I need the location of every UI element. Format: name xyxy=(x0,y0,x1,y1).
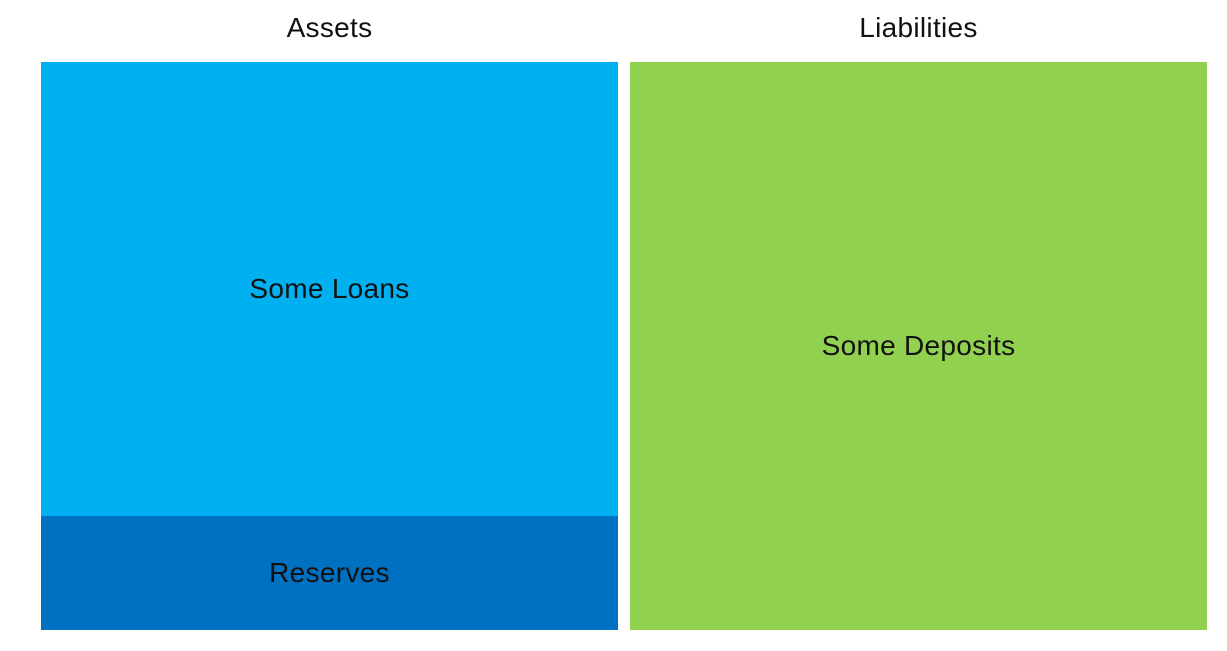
liabilities-heading: Liabilities xyxy=(859,12,978,43)
loans-label: Some Loans xyxy=(249,273,410,304)
assets-heading: Assets xyxy=(286,12,373,43)
deposits-block: Some Deposits xyxy=(630,62,1207,630)
reserves-label: Reserves xyxy=(269,557,390,588)
reserves-block: Reserves xyxy=(41,516,618,630)
loans-block: Some Loans xyxy=(41,62,618,516)
deposits-label: Some Deposits xyxy=(821,330,1016,361)
